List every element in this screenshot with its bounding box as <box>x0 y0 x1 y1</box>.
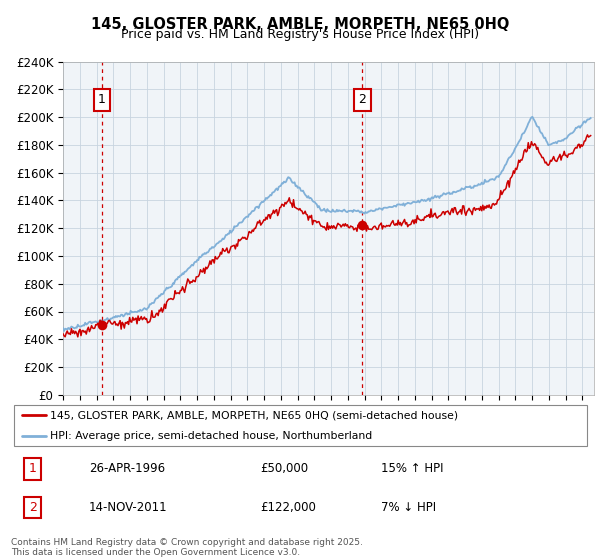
Text: 2: 2 <box>29 501 37 514</box>
Text: 145, GLOSTER PARK, AMBLE, MORPETH, NE65 0HQ: 145, GLOSTER PARK, AMBLE, MORPETH, NE65 … <box>91 17 509 32</box>
Text: 14-NOV-2011: 14-NOV-2011 <box>89 501 167 514</box>
Text: 1: 1 <box>29 463 37 475</box>
Text: 145, GLOSTER PARK, AMBLE, MORPETH, NE65 0HQ (semi-detached house): 145, GLOSTER PARK, AMBLE, MORPETH, NE65 … <box>50 410 458 421</box>
Text: £122,000: £122,000 <box>260 501 316 514</box>
Text: 26-APR-1996: 26-APR-1996 <box>89 463 165 475</box>
Text: Contains HM Land Registry data © Crown copyright and database right 2025.
This d: Contains HM Land Registry data © Crown c… <box>11 538 362 557</box>
Text: HPI: Average price, semi-detached house, Northumberland: HPI: Average price, semi-detached house,… <box>50 431 373 441</box>
Text: 15% ↑ HPI: 15% ↑ HPI <box>382 463 444 475</box>
Text: £50,000: £50,000 <box>260 463 308 475</box>
Text: 7% ↓ HPI: 7% ↓ HPI <box>382 501 436 514</box>
Text: 1: 1 <box>98 94 106 106</box>
Text: 2: 2 <box>358 94 366 106</box>
Text: Price paid vs. HM Land Registry's House Price Index (HPI): Price paid vs. HM Land Registry's House … <box>121 28 479 41</box>
